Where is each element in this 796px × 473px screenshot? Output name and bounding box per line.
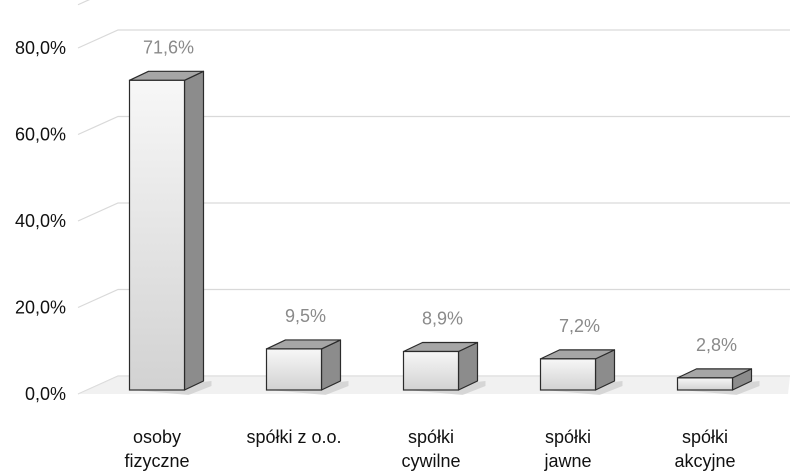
y-tick-label: 60,0% [15, 125, 66, 145]
x-category-label: spółki cywilne [401, 427, 460, 471]
bar [676, 368, 760, 395]
bar [128, 70, 212, 395]
gridline [77, 29, 790, 49]
bar [402, 341, 486, 395]
bar [265, 339, 349, 395]
x-category-label: osoby fizyczne [124, 427, 189, 471]
data-labels: 71,6% 9,5% 8,9% 7,2% 2,8% [143, 37, 737, 355]
bar-front-face [539, 358, 597, 391]
x-axis-category-labels: osoby fizyczne spółki z o.o. spółki cywilne s… [124, 427, 735, 471]
bar-side-face [183, 70, 205, 391]
data-label: 8,9% [422, 309, 463, 329]
data-label: 7,2% [559, 316, 600, 336]
y-axis-tick-labels: 0,0% 20,0% 40,0% 60,0% 80,0% [15, 38, 66, 404]
gridline [77, 115, 790, 136]
gridline-top [77, 0, 91, 6]
bar-front-face [128, 79, 186, 391]
x-category-label: spółki z o.o. [246, 427, 341, 447]
y-tick-label: 40,0% [15, 211, 66, 231]
bars [128, 70, 760, 395]
bar-front-face [402, 350, 460, 391]
y-tick-label: 20,0% [15, 298, 66, 318]
x-category-label: spółki akcyjne [674, 427, 735, 471]
data-label: 2,8% [696, 335, 737, 355]
gridline [77, 288, 790, 309]
data-label: 9,5% [285, 306, 326, 326]
y-tick-label: 80,0% [15, 38, 66, 58]
bar-front-face [265, 348, 323, 391]
data-label: 71,6% [143, 37, 194, 57]
y-tick-label: 0,0% [25, 384, 66, 404]
bar [539, 349, 623, 395]
bar-front-face [676, 377, 734, 391]
gridline [77, 202, 790, 222]
x-category-label: spółki jawne [543, 427, 591, 471]
